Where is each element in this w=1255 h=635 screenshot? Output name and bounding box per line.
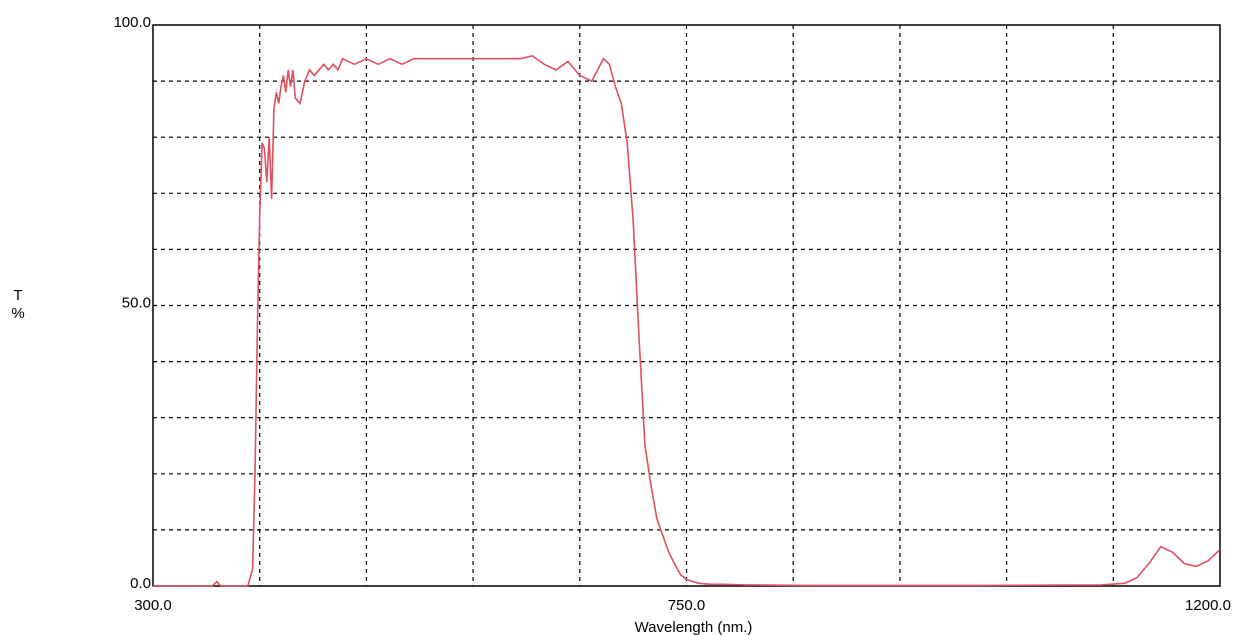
tick-labels: 300.0 750.0 1200.0 0.0 50.0 100.0: [113, 14, 1230, 614]
y-axis-label-percent: %: [11, 305, 24, 322]
y-tick-label: 100.0: [113, 14, 151, 31]
x-tick-label: 750.0: [668, 597, 706, 614]
y-axis-label-t: T: [13, 287, 22, 304]
transmittance-line: [153, 55, 1221, 587]
grid-lines: [153, 25, 1220, 586]
y-tick-label: 0.0: [130, 575, 151, 592]
x-tick-label: 300.0: [134, 597, 172, 614]
x-axis-label: Wavelength (nm.): [635, 619, 753, 635]
y-tick-label: 50.0: [122, 295, 151, 312]
x-tick-label: 1200.0: [1185, 597, 1231, 614]
plot-area-frame: [152, 24, 1221, 587]
